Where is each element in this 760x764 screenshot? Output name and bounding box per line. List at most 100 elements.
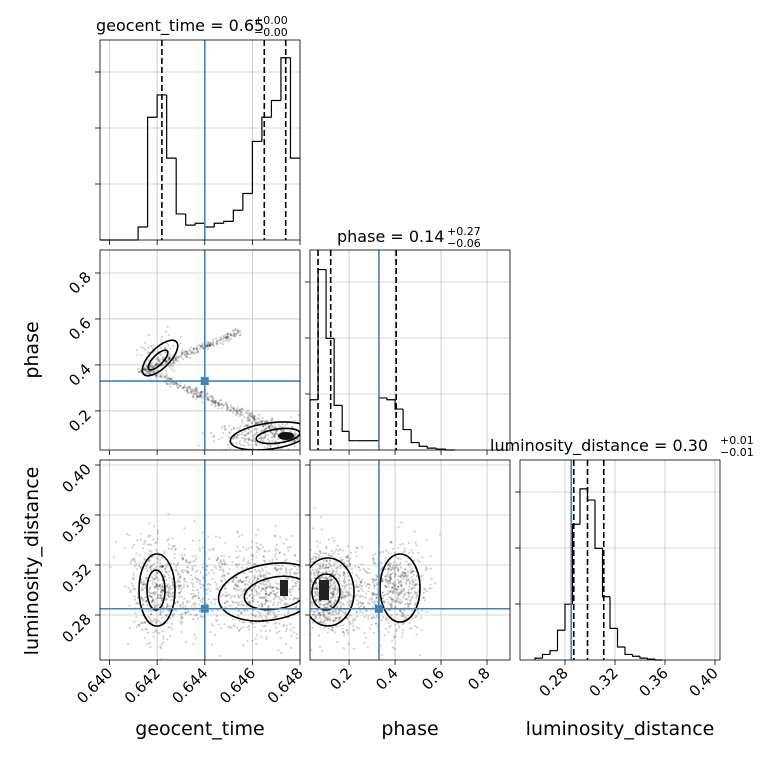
ph-gt-sample-964 <box>179 341 182 345</box>
ld-gt-sample-66 <box>148 617 152 620</box>
ph-gt-sample-811 <box>232 436 236 439</box>
ph-gt-sample-832 <box>269 430 272 434</box>
ld-ph-sample-9 <box>316 594 319 597</box>
ld-ph-sample-1167 <box>357 566 360 569</box>
ld-ph-sample-923 <box>391 567 394 570</box>
ph-gt-sample-868 <box>224 427 227 431</box>
ph-gt-sample-403 <box>225 404 229 407</box>
ld-gt-sample-978 <box>236 584 239 587</box>
ld-gt-sample-611 <box>265 599 268 602</box>
ld-gt-sample-299 <box>177 578 180 581</box>
ld-ph-sample-26 <box>318 599 321 603</box>
ph-gt-sample-947 <box>179 336 182 339</box>
ph-gt-sample-752 <box>248 432 251 435</box>
ld-ph-sample-763 <box>388 579 391 582</box>
ld-ph-sample-1115 <box>399 592 403 595</box>
ld-ph-sample-1132 <box>399 561 402 564</box>
ld-ph-sample-249 <box>330 578 333 581</box>
ph-gt-sample-157 <box>239 411 243 414</box>
ph-gt-sample-728 <box>253 428 256 431</box>
ld-ph-sample-1199 <box>355 546 358 550</box>
ph-gt-sample-33 <box>166 377 169 380</box>
ph-gt-sample-220 <box>175 382 178 386</box>
ld-gt-sample-123 <box>130 559 133 562</box>
ph-gt-sample-831 <box>247 432 250 435</box>
ld-gt-sample-342 <box>153 630 157 633</box>
ld-gt-sample-1368 <box>269 591 272 594</box>
ld-ph-sample-1347 <box>388 590 391 593</box>
ld-ph-sample-40 <box>339 601 342 605</box>
ld-gt-sample-1060 <box>234 582 237 585</box>
ld-gt-sample-778 <box>264 589 267 592</box>
ld-gt-sample-794 <box>340 572 342 574</box>
ph-gt-sample-49 <box>172 383 176 386</box>
ph-gt-sample-216 <box>210 403 213 406</box>
ld-ph-sample-1268 <box>371 591 374 595</box>
ph-gt-sample-59 <box>251 414 255 417</box>
ld-gt-sample-219 <box>176 561 180 564</box>
ld-gt-sample-933 <box>286 546 290 549</box>
ld-gt-sample-237 <box>176 573 180 576</box>
ld-gt-sample-474 <box>133 587 137 590</box>
ph-gt-sample-970 <box>136 353 139 357</box>
ld-gt-sample-926 <box>224 594 228 597</box>
ld-gt-sample-981 <box>286 603 289 606</box>
ld-gt-sample-350 <box>195 578 198 581</box>
ph-gt-sample-197 <box>147 370 150 373</box>
ld-ph-sample-21 <box>352 625 355 628</box>
ld-gt-sample-646 <box>247 575 250 578</box>
ld-gt-sample-1330 <box>208 598 211 601</box>
ld-gt-sample-450 <box>174 602 177 605</box>
ph-gt-sample-1018 <box>144 348 147 351</box>
ld-ph-sample-1203 <box>375 593 379 596</box>
ph-gt-sample-114 <box>159 374 162 378</box>
ld-ph-sample-724 <box>400 590 403 593</box>
ph-gt-sample-568 <box>234 332 238 336</box>
ph-gt-sample-660 <box>195 350 198 353</box>
ph-gt-sample-102 <box>211 397 215 401</box>
ph-gt-sample-963 <box>147 359 150 362</box>
ld-ph-sample-739 <box>404 573 408 577</box>
ph-gt-sample-717 <box>259 438 263 441</box>
ph-gt-sample-632 <box>183 353 187 356</box>
ld-gt-sample-1058 <box>274 566 277 570</box>
ph-gt-sample-495 <box>201 342 204 345</box>
ld-gt-sample-1089 <box>276 567 280 571</box>
ph-gt-sample-175 <box>263 420 266 423</box>
ld-ph-sample-1237 <box>367 615 370 618</box>
ld-gt-sample-815 <box>260 616 263 619</box>
ld-ph-sample-1043 <box>403 574 407 577</box>
ld-gt-sample-566 <box>263 549 266 552</box>
ld-gt-sample-151 <box>160 657 163 660</box>
ph-gt-sample-869 <box>217 438 221 441</box>
ld-gt-sample-1130 <box>307 596 309 598</box>
ld-gt-sample-1412 <box>158 613 162 616</box>
ld-ph-sample-1129 <box>374 593 377 596</box>
ld-ph-sample-817 <box>391 598 395 601</box>
ld-gt-sample-881 <box>297 565 300 568</box>
ld-ph-sample-369 <box>333 539 336 543</box>
ld-gt-sample-843 <box>281 564 284 567</box>
ld-ph-sample-873 <box>389 596 392 599</box>
ld-ph-sample-1326 <box>375 578 378 581</box>
ld-ph-sample-288 <box>330 604 333 608</box>
ld-ph-sample-684 <box>303 604 305 606</box>
ld-ph-sample-248 <box>310 560 312 563</box>
ph-gt-sample-560 <box>146 372 149 375</box>
ld-ph-sample-711 <box>397 581 401 584</box>
ph-gt-sample-559 <box>155 364 158 367</box>
ld-ph-sample-576 <box>341 630 344 633</box>
ld-ph-sample-1007 <box>403 615 406 618</box>
ld-gt-sample-97 <box>139 565 142 569</box>
ld-ph-sample-1297 <box>329 588 332 591</box>
ld-ph-sample-887 <box>398 600 402 604</box>
ld-ph-sample-1022 <box>414 583 417 586</box>
ld-gt-sample-1237 <box>197 591 200 594</box>
ph-gt-sample-431 <box>226 333 229 336</box>
ld-gt-sample-1149 <box>232 586 236 590</box>
ld-gt-sample-936 <box>251 580 254 583</box>
ph-gt-sample-450 <box>225 333 229 336</box>
ld-gt-sample-169 <box>140 597 144 601</box>
ph-gt-sample-482 <box>220 338 223 341</box>
ph-gt-sample-661 <box>144 367 147 370</box>
